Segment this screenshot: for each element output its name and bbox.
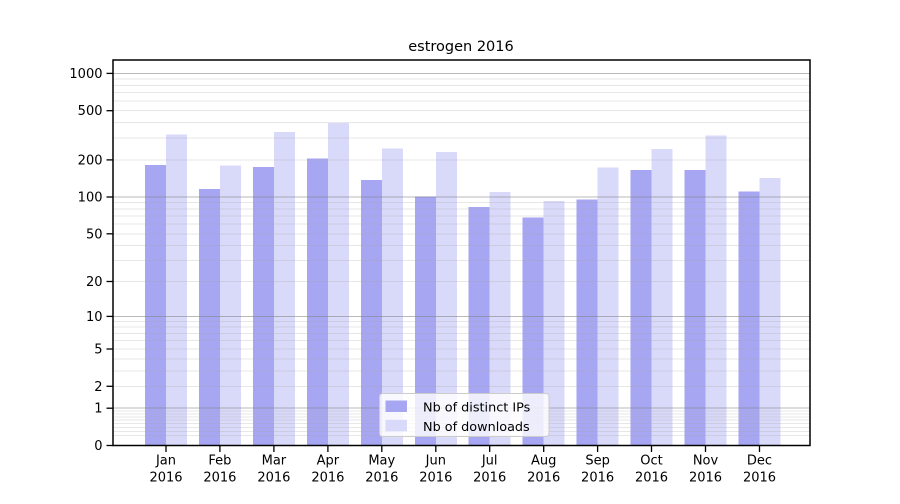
y-tick-label: 5 <box>94 343 102 358</box>
legend: Nb of distinct IPs Nb of downloads <box>379 393 550 437</box>
x-tick-label-month: Oct <box>640 454 662 469</box>
y-tick-label: 500 <box>78 104 103 119</box>
x-tick-label-year: 2016 <box>527 471 560 486</box>
x-tick-label-month: Aug <box>531 454 556 469</box>
bar-distinct-ips-mar-2016 <box>252 167 274 446</box>
legend-label-downloads: Nb of downloads <box>423 420 530 435</box>
x-tick-label-year: 2016 <box>257 471 290 486</box>
tick-labels-layer: 0 1 2 5 10 20 50 100 200 500 1000 Jan 2016 Feb 2016 Mar… <box>69 67 776 486</box>
bar-downloads-jan-2016 <box>166 134 187 446</box>
x-tick-label-year: 2016 <box>365 471 398 486</box>
x-tick-label-year: 2016 <box>203 471 236 486</box>
bar-downloads-may-2016 <box>381 148 403 446</box>
y-tick-label: 20 <box>86 275 103 290</box>
bar-downloads-apr-2016 <box>327 123 349 446</box>
legend-swatch-distinct-ips <box>385 400 407 412</box>
bar-downloads-dec-2016 <box>759 177 781 446</box>
x-tick-label-month: Nov <box>693 454 719 469</box>
axes-layer <box>106 59 811 452</box>
bar-downloads-sep-2016 <box>597 167 619 446</box>
x-tick-label-year: 2016 <box>581 471 614 486</box>
bar-distinct-ips-jan-2016 <box>145 165 166 446</box>
x-tick-label-year: 2016 <box>149 471 182 486</box>
y-tick-label: 1000 <box>69 67 102 82</box>
plot-border <box>112 59 811 447</box>
x-tick-label-month: Jan <box>155 454 176 469</box>
x-tick-label-year: 2016 <box>689 471 722 486</box>
x-tick-label-year: 2016 <box>743 471 776 486</box>
x-tick-label-month: Feb <box>208 454 231 469</box>
bar-downloads-jun-2016 <box>435 152 457 446</box>
bar-distinct-ips-apr-2016 <box>306 158 328 446</box>
legend-label-distinct-ips: Nb of distinct IPs <box>423 401 531 416</box>
bar-downloads-feb-2016 <box>219 165 241 446</box>
y-tick-label: 100 <box>78 191 103 206</box>
bar-distinct-ips-dec-2016 <box>738 191 760 446</box>
bar-distinct-ips-feb-2016 <box>198 189 220 446</box>
bar-downloads-oct-2016 <box>651 149 673 446</box>
legend-swatch-downloads <box>385 419 407 432</box>
y-tick-label: 200 <box>78 153 103 168</box>
x-tick-label-year: 2016 <box>473 471 506 486</box>
bar-distinct-ips-oct-2016 <box>630 169 652 446</box>
bars-layer <box>145 123 781 446</box>
x-tick-label-month: May <box>368 454 395 469</box>
x-tick-label-year: 2016 <box>311 471 344 486</box>
x-tick-label-month: Jul <box>481 454 498 469</box>
x-tick-label-year: 2016 <box>419 471 452 486</box>
x-tick-label-month: Mar <box>262 454 287 469</box>
bar-distinct-ips-aug-2016 <box>522 217 544 446</box>
bar-downloads-nov-2016 <box>705 135 727 446</box>
bar-distinct-ips-sep-2016 <box>576 199 598 446</box>
chart-title: estrogen 2016 <box>408 39 514 55</box>
bar-distinct-ips-nov-2016 <box>684 169 706 446</box>
bar-downloads-jul-2016 <box>489 191 511 446</box>
y-tick-label: 1 <box>94 402 102 417</box>
x-tick-label-month: Jun <box>425 454 446 469</box>
y-tick-label: 10 <box>86 310 103 325</box>
x-tick-label-month: Apr <box>317 454 340 469</box>
x-tick-label-year: 2016 <box>635 471 668 486</box>
bar-downloads-aug-2016 <box>543 200 565 446</box>
y-tick-label: 2 <box>94 380 102 395</box>
x-tick-label-month: Dec <box>747 454 772 469</box>
y-tick-label: 0 <box>94 439 102 454</box>
y-tick-label: 50 <box>86 227 103 242</box>
bar-downloads-mar-2016 <box>273 132 295 446</box>
legend-box <box>379 393 550 437</box>
bar-distinct-ips-jul-2016 <box>468 206 490 446</box>
bar-distinct-ips-may-2016 <box>360 180 382 446</box>
bar-distinct-ips-jun-2016 <box>414 196 436 446</box>
x-tick-label-month: Sep <box>585 454 610 469</box>
